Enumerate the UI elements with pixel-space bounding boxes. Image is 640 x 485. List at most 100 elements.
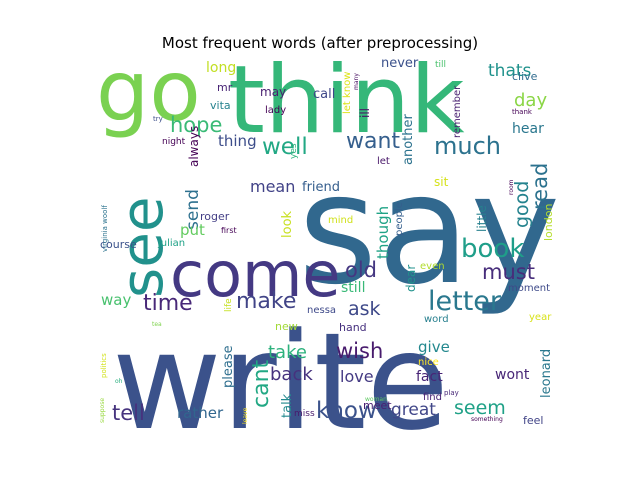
word-virginia-woolf: virginia woolf	[101, 205, 109, 252]
word-leave: leave	[242, 407, 249, 424]
word-night: night	[162, 137, 186, 147]
word-mind: mind	[328, 215, 353, 226]
word-go: go	[96, 42, 201, 140]
word-julian: julian	[157, 238, 185, 249]
word-must: must	[482, 260, 535, 284]
word-book: book	[461, 234, 524, 264]
word-wont: wont	[495, 367, 530, 383]
word-little: little	[475, 205, 489, 232]
word-look: look	[280, 210, 295, 238]
word-though: though	[374, 206, 392, 259]
word-well: well	[262, 134, 308, 160]
word-suppose: suppose	[99, 398, 106, 423]
word-good: good	[511, 181, 533, 228]
word-great: great	[391, 400, 436, 420]
word-time: time	[143, 291, 193, 316]
word-room: room	[508, 179, 515, 195]
word-letter: letter	[428, 286, 502, 317]
word-try: try	[153, 115, 163, 123]
word-never: never	[381, 56, 419, 71]
word-nessa: nessa	[307, 305, 336, 316]
word-new: new	[275, 320, 298, 333]
word-miss: miss	[294, 409, 315, 419]
word-tell: tell	[112, 401, 145, 425]
word-another: another	[401, 114, 416, 165]
word-wish: wish	[336, 339, 383, 363]
word-meet: meet	[363, 399, 392, 412]
word-something: something	[471, 416, 503, 423]
word-nice: nice	[418, 357, 439, 368]
word-want: want	[346, 129, 400, 154]
word-see: see	[108, 196, 176, 298]
word-tea: tea	[152, 321, 162, 328]
word-love: love	[340, 367, 374, 386]
word-roger: roger	[200, 210, 230, 223]
word-word: word	[424, 314, 449, 325]
word-thats: thats	[488, 61, 532, 81]
word-take: take	[268, 342, 307, 363]
word-oh: oh	[115, 378, 123, 385]
word-year: year	[529, 312, 552, 323]
word-make: make	[236, 289, 296, 314]
word-many: many	[353, 73, 360, 90]
word-hand: hand	[339, 321, 367, 334]
word-first: first	[221, 226, 237, 235]
word-rather: rather	[177, 404, 224, 422]
word-read: read	[528, 163, 552, 210]
word-still: still	[341, 280, 365, 296]
word-politics: politics	[100, 353, 108, 378]
word-till: till	[435, 60, 446, 70]
word-much: much	[434, 132, 501, 160]
word-leonard: leonard	[539, 349, 554, 398]
word-remember: remember	[452, 85, 463, 138]
word-people: people	[394, 202, 405, 236]
word-long: long	[206, 60, 236, 76]
word-write: write	[112, 304, 449, 460]
word-hear: hear	[512, 121, 544, 137]
word-talk: talk	[280, 393, 295, 418]
word-give: give	[418, 338, 450, 356]
word-send: send	[183, 189, 203, 230]
word-woman: woman	[365, 396, 387, 403]
word-moment: moment	[508, 283, 550, 294]
word-always: always	[187, 126, 201, 167]
word-please: please	[221, 345, 236, 388]
word-sit: sit	[434, 175, 449, 189]
word-thank: thank	[512, 108, 533, 116]
word-seem: seem	[454, 397, 506, 419]
word-feel: feel	[523, 414, 543, 427]
word-ill: ill	[358, 108, 372, 118]
word-even: even	[420, 261, 445, 272]
word-old: old	[345, 258, 377, 282]
word-dear: dear	[404, 265, 418, 292]
word-let-know: let know	[342, 72, 353, 114]
chart-title: Most frequent words (after preprocessing…	[161, 34, 479, 52]
word-course: course	[100, 238, 137, 251]
word-way: way	[101, 291, 131, 309]
word-cant: cant	[249, 359, 274, 408]
word-come: come	[170, 238, 341, 311]
word-london: london	[542, 204, 555, 241]
word-know: know	[316, 398, 377, 424]
word-play: play	[444, 389, 459, 397]
word-think: think	[228, 46, 465, 155]
word-ask: ask	[348, 298, 381, 320]
word-may: may	[260, 85, 286, 99]
word-find: find	[423, 392, 442, 403]
word-call: call	[313, 87, 335, 102]
word-life: life	[224, 298, 234, 312]
word-let: let	[377, 156, 390, 167]
word-fact: fact	[416, 369, 443, 385]
word-hope: hope	[170, 113, 222, 137]
word-back: back	[270, 364, 313, 385]
word-friend: friend	[302, 180, 340, 195]
word-put: put	[180, 221, 205, 239]
word-yes: yes	[289, 143, 299, 159]
word-mean: mean	[250, 177, 295, 196]
word-clive: clive	[512, 70, 538, 83]
word-mr: mr	[217, 81, 233, 94]
word-say: say	[298, 141, 560, 318]
word-vita: vita	[210, 99, 231, 112]
